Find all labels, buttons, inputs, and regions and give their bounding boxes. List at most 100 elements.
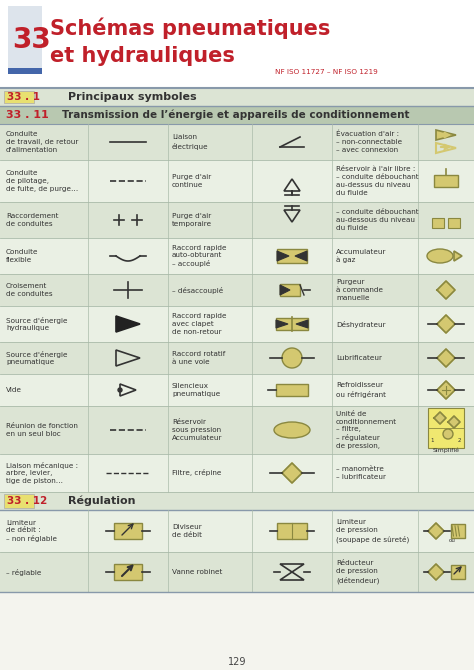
Text: Unité de
conditionnement
– filtre,
– régulateur
de pression,: Unité de conditionnement – filtre, – rég… [336, 411, 397, 449]
Text: – réglable: – réglable [6, 569, 41, 576]
Text: Réservoir
sous pression
Accumulateur: Réservoir sous pression Accumulateur [172, 419, 222, 441]
Text: Réservoir à l'air libre :
– conduite débouchant
au-dessus du niveau
du fluide: Réservoir à l'air libre : – conduite déb… [336, 166, 419, 196]
Polygon shape [434, 412, 446, 424]
Bar [0, 0, 474, 88]
Polygon shape [437, 381, 455, 399]
Bar [277, 249, 307, 263]
Text: Lubrificateur: Lubrificateur [336, 355, 382, 361]
Text: Raccord rapide
auto-obturant
– accouplé: Raccord rapide auto-obturant – accouplé [172, 245, 227, 267]
Bar [277, 523, 307, 539]
Circle shape [282, 348, 302, 368]
Text: Accumulateur
à gaz: Accumulateur à gaz [336, 249, 386, 263]
Bar [0, 406, 474, 454]
Bar [0, 124, 474, 160]
Text: Schémas pneumatiques: Schémas pneumatiques [50, 17, 330, 39]
Text: Principaux symboles: Principaux symboles [68, 92, 197, 102]
Text: Diviseur
de débit: Diviseur de débit [172, 524, 202, 538]
Text: Croisement
de conduites: Croisement de conduites [6, 283, 53, 297]
Text: Simplifié: Simplifié [432, 448, 459, 453]
Text: – désaccouplé: – désaccouplé [172, 287, 223, 293]
Bar [114, 523, 142, 539]
Text: Filtre, crépine: Filtre, crépine [172, 470, 221, 476]
Text: Conduite
flexible: Conduite flexible [6, 249, 38, 263]
Polygon shape [437, 281, 455, 299]
Polygon shape [295, 251, 307, 261]
Text: Vide: Vide [6, 387, 22, 393]
Bar [0, 88, 474, 106]
Polygon shape [437, 315, 455, 333]
Bar [0, 202, 474, 238]
Text: et hydrauliques: et hydrauliques [50, 46, 235, 66]
Text: – manomètre
– lubrificateur: – manomètre – lubrificateur [336, 466, 386, 480]
Text: Source d'énergie
hydraulique: Source d'énergie hydraulique [6, 317, 67, 332]
Circle shape [443, 429, 453, 439]
Text: Limiteur
de débit :
– non réglable: Limiteur de débit : – non réglable [6, 519, 57, 543]
Bar [0, 342, 474, 374]
Bar [0, 454, 474, 492]
Text: – conduite débouchant
au-dessous du niveau
du fluide: – conduite débouchant au-dessous du nive… [336, 209, 419, 230]
Text: Purge d'air
temporaire: Purge d'air temporaire [172, 213, 212, 227]
Text: Évacuation d'air :
– non-connectable
– avec connexion: Évacuation d'air : – non-connectable – a… [336, 131, 402, 153]
Bar [0, 374, 474, 406]
Polygon shape [436, 130, 456, 140]
Text: Refroidisseur
ou réfrigérant: Refroidisseur ou réfrigérant [336, 383, 386, 397]
Text: Conduite
de pilotage,
de fuite, de purge…: Conduite de pilotage, de fuite, de purge… [6, 170, 78, 192]
Text: Purge d'air
continue: Purge d'air continue [172, 174, 211, 188]
Text: ou: ou [448, 539, 456, 543]
Text: Régulation: Régulation [68, 496, 136, 507]
Polygon shape [277, 251, 289, 261]
Text: Liaison
électrique: Liaison électrique [172, 135, 209, 149]
Text: Source d'énergie
pneumatique: Source d'énergie pneumatique [6, 350, 67, 365]
Bar [0, 274, 474, 306]
Text: Réunion de fonction
en un seul bloc: Réunion de fonction en un seul bloc [6, 423, 78, 437]
Bar [0, 160, 474, 202]
Polygon shape [448, 416, 460, 428]
Text: Vanne robinet: Vanne robinet [172, 569, 222, 575]
Polygon shape [428, 523, 444, 539]
Text: 33 . 1: 33 . 1 [7, 92, 40, 102]
Bar [0, 492, 474, 510]
Text: Conduite
de travail, de retour
d'alimentation: Conduite de travail, de retour d'aliment… [6, 131, 78, 153]
Text: Raccordement
de conduites: Raccordement de conduites [6, 213, 58, 227]
Polygon shape [282, 463, 302, 483]
Text: Transmission de l’énergie et appareils de conditionnement: Transmission de l’énergie et appareils d… [62, 110, 410, 120]
Polygon shape [280, 285, 290, 295]
Bar [432, 218, 444, 228]
Polygon shape [437, 349, 455, 367]
Text: NF ISO 11727 – NF ISO 1219: NF ISO 11727 – NF ISO 1219 [275, 69, 378, 75]
Bar [114, 564, 142, 580]
Text: 33 . 12: 33 . 12 [7, 496, 47, 506]
Text: 129: 129 [228, 657, 246, 667]
Text: Réducteur
de pression
(détendeur): Réducteur de pression (détendeur) [336, 560, 379, 584]
Bar [0, 106, 474, 124]
Text: 2: 2 [458, 438, 462, 442]
Circle shape [118, 388, 122, 392]
Bar [276, 318, 308, 330]
Text: Purgeur
à commande
manuelle: Purgeur à commande manuelle [336, 279, 383, 301]
Bar [428, 408, 464, 448]
Bar [276, 384, 308, 396]
Text: Raccord rapide
avec clapet
de non-retour: Raccord rapide avec clapet de non-retour [172, 314, 227, 335]
Bar [4, 494, 34, 508]
Bar [0, 238, 474, 274]
Bar [0, 306, 474, 342]
Bar [8, 68, 42, 74]
Text: Liaison mécanique :
arbre, levier,
tige de piston…: Liaison mécanique : arbre, levier, tige … [6, 462, 78, 484]
Text: 33 . 11: 33 . 11 [6, 110, 49, 120]
Bar [451, 524, 465, 538]
Bar [434, 175, 458, 187]
Polygon shape [276, 320, 288, 328]
Bar [4, 91, 34, 103]
Bar [0, 552, 474, 592]
Bar [448, 218, 460, 228]
Text: Silencieux
pneumatique: Silencieux pneumatique [172, 383, 220, 397]
Bar [280, 284, 300, 296]
Text: 33: 33 [12, 26, 51, 54]
Bar [0, 510, 474, 552]
Polygon shape [454, 251, 462, 261]
Text: Raccord rotatif
à une voie: Raccord rotatif à une voie [172, 351, 225, 365]
Ellipse shape [274, 422, 310, 438]
Polygon shape [296, 320, 308, 328]
Ellipse shape [427, 249, 453, 263]
Text: Déshydrateur: Déshydrateur [336, 320, 386, 328]
